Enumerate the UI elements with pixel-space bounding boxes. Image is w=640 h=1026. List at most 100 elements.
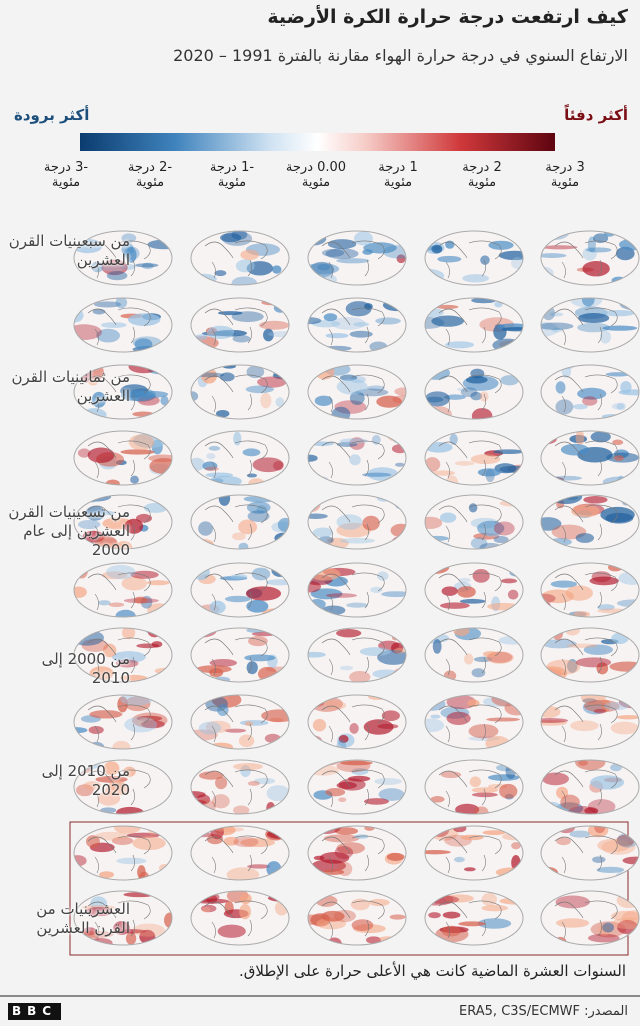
map [191,298,289,352]
map-outline [424,890,524,946]
map-outline [190,297,290,353]
map-outline [424,759,524,815]
map-outline [540,694,640,750]
map-outline [73,890,173,946]
logo: BBC [8,1003,62,1020]
map-outline [424,627,524,683]
logo-text: BBC [8,1003,62,1020]
color-tick-label: -2 درجة مئوية [127,160,173,190]
row-label: من 2000 إلى 2010 [41,650,130,687]
map [74,563,172,617]
map-outline [540,890,640,946]
map-outline [73,230,173,286]
row-label: من ثمانينيات القرن العشرين [11,368,130,405]
map [308,495,406,549]
map [425,495,523,549]
map-outline [540,759,640,815]
map [425,628,523,682]
color-tick-label: 2 درجة مئوية [462,160,502,190]
legend-warm: أكثر دفئاً [564,106,628,124]
map-outline [424,694,524,750]
map-outline [307,297,407,353]
map [191,495,289,549]
map-outline [540,297,640,353]
map-outline [307,890,407,946]
map [191,628,289,682]
map [191,431,289,485]
row-label: العشرينيات من القرن العشرين [36,900,130,937]
map-outline [307,694,407,750]
map-outline [190,364,290,420]
note: السنوات العشرة الماضية كانت هي الأعلى حر… [238,962,626,980]
map [308,563,406,617]
map-outline [73,494,173,550]
map-outline [540,364,640,420]
map-outline [424,230,524,286]
map-outline [307,562,407,618]
map-outline [190,494,290,550]
map-outline [307,825,407,881]
map [541,365,639,419]
map-outline [424,430,524,486]
map-outline [73,627,173,683]
color-tick-label: 0.00 درجة مئوية [285,160,347,190]
map-outline [540,494,640,550]
map [191,891,289,945]
map [308,628,406,682]
map-outline [73,562,173,618]
map-outline [424,364,524,420]
map-outline [73,297,173,353]
map [425,298,523,352]
color-bar [80,133,555,151]
row-label: من سبعينيات القرن العشرين [8,232,130,269]
map-outline [307,627,407,683]
map [191,695,289,749]
map-outline [73,694,173,750]
map-outline [190,230,290,286]
map [308,298,406,352]
map [74,628,172,682]
map-outline [73,364,173,420]
map [541,695,639,749]
color-tick-label: -1 درجة مئوية [209,160,255,190]
map [425,431,523,485]
map-outline [307,364,407,420]
map-outline [307,759,407,815]
map [425,760,523,814]
map [191,826,289,880]
map-outline [307,430,407,486]
map-outline [73,759,173,815]
map [541,760,639,814]
title: كيف ارتفعت درجة حرارة الكرة الأرضية [267,6,628,28]
map [308,695,406,749]
map [308,231,406,285]
map-outline [424,297,524,353]
map [541,891,639,945]
color-tick-label: 3 درجة مئوية [545,160,585,190]
map-outline [190,627,290,683]
map-outline [190,890,290,946]
map [308,365,406,419]
map-outline [540,627,640,683]
map [425,826,523,880]
color-tick-label: 1 درجة مئوية [378,160,418,190]
map [74,695,172,749]
map-outline [424,562,524,618]
map-outline [190,759,290,815]
map [541,628,639,682]
map-outline [190,825,290,881]
map [541,298,639,352]
legend-cold: أكثر برودة [14,106,90,124]
map [74,495,172,549]
highlight-box [69,821,629,956]
map-outline [424,494,524,550]
map [425,563,523,617]
map [425,231,523,285]
map-outline [190,694,290,750]
map [74,298,172,352]
map [191,563,289,617]
map-outline [424,825,524,881]
map [425,891,523,945]
map [308,431,406,485]
